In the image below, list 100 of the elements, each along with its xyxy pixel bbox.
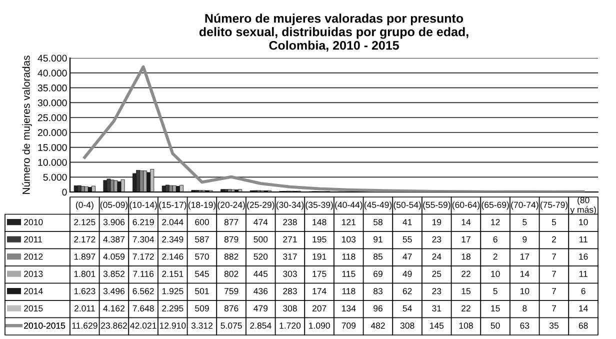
data-label: 3.906 [103, 219, 125, 226]
data-label: 308 [400, 322, 414, 329]
legend-label: 2011 [24, 236, 42, 242]
data-label: 10 [491, 270, 500, 277]
data-label: 91 [374, 236, 382, 242]
data-label: 1.801 [74, 270, 96, 277]
data-label: 191 [312, 254, 326, 260]
data-label: 5 [522, 219, 527, 226]
x-tick-label: (75-79) [540, 202, 568, 210]
data-label: 509 [195, 305, 209, 312]
data-label: 17 [462, 236, 470, 242]
data-label: 1.623 [74, 288, 96, 294]
data-label: 7 [552, 254, 556, 260]
data-label: 303 [283, 270, 297, 277]
data-label: 879 [224, 236, 238, 242]
data-label: 600 [195, 219, 209, 226]
x-tick-label: (40-44) [335, 202, 362, 210]
data-label: 2.349 [162, 236, 184, 242]
data-label: 1.897 [74, 254, 96, 260]
y-axis-title: Número de mujeres valoradas [22, 56, 32, 194]
data-label: 47 [402, 254, 412, 260]
data-label: 49 [402, 270, 412, 277]
x-tick-label: (50-54) [394, 202, 421, 210]
data-label: 11 [579, 270, 588, 277]
x-tick-label: (05-09) [100, 202, 128, 210]
data-label: 69 [374, 270, 382, 277]
data-label: 108 [459, 322, 473, 329]
data-label: 5.075 [220, 322, 242, 329]
data-label: 283 [283, 288, 297, 294]
chart-title: Número de mujeres valoradas por presunto delito sexual, distribuidas por grupo de edad, Colombia, 2010 - 2015 [199, 14, 468, 52]
data-label: 7 [552, 288, 556, 294]
x-tick-label: (25-29) [247, 202, 274, 210]
legend-label: 2013 [24, 270, 43, 277]
legend-label: 2010 [24, 219, 43, 226]
data-label: 8 [522, 305, 527, 312]
data-label: 545 [195, 270, 209, 277]
data-label: 175 [312, 270, 326, 277]
data-label: 207 [312, 305, 326, 312]
x-tick-label: (45-49) [364, 202, 392, 210]
data-label: 500 [254, 236, 268, 242]
legend-label: 2012 [24, 254, 43, 260]
data-label: 31 [432, 305, 442, 312]
legend-label: 2014 [24, 288, 43, 294]
data-label: 3.312 [191, 322, 213, 329]
data-label: 479 [254, 305, 268, 312]
data-label: 115 [342, 270, 356, 277]
legend-label: 2010-2015 [24, 322, 66, 329]
data-label: 55 [402, 236, 412, 242]
y-tick-label: 10.000 [38, 158, 67, 166]
data-label: 1.090 [309, 322, 330, 329]
data-label: 2 [552, 236, 556, 242]
y-tick-label: 20.000 [38, 129, 67, 136]
data-label: 22 [462, 270, 470, 277]
data-label: 14 [579, 305, 588, 312]
y-tick-label: 0 [62, 188, 67, 196]
data-label: 118 [342, 254, 356, 260]
data-label: 7.172 [132, 254, 154, 260]
data-label: 14 [520, 270, 530, 277]
data-label: 23.862 [101, 322, 127, 329]
data-label: 134 [342, 305, 356, 312]
data-label: 63 [520, 322, 530, 329]
data-label: 2.295 [162, 305, 184, 312]
data-label: 12.910 [160, 322, 186, 329]
data-label: 7.116 [133, 270, 154, 277]
data-label: 482 [370, 322, 385, 329]
data-label: 14 [462, 219, 471, 226]
data-label: 24 [432, 254, 442, 260]
data-label: 882 [224, 254, 238, 260]
x-tick-label: (0-4) [76, 202, 94, 210]
x-tick-label: (70-74) [511, 202, 538, 210]
data-label: 2.854 [250, 322, 272, 329]
data-label: 19 [432, 219, 442, 226]
data-label: 7 [552, 305, 556, 312]
data-label: 2.146 [162, 254, 184, 260]
data-label: 11.629 [72, 322, 98, 329]
data-label: 121 [342, 219, 356, 226]
data-label: 709 [342, 322, 356, 329]
x-tick-label: (55-59) [423, 202, 450, 210]
data-label: 1.720 [280, 322, 301, 329]
data-label: 23 [432, 236, 442, 242]
y-tick-label: 35.000 [38, 84, 67, 92]
data-label: 83 [374, 288, 382, 294]
data-label: 54 [402, 305, 412, 312]
data-label: 271 [283, 236, 297, 242]
data-label: 2.151 [162, 270, 184, 277]
x-tick-label: (30-34) [276, 202, 304, 210]
data-label: 10 [579, 219, 588, 226]
data-label: 501 [195, 288, 209, 294]
x-tick-label: (65-69) [482, 202, 509, 210]
data-label: 6.219 [132, 219, 154, 226]
data-label: 41 [402, 219, 412, 226]
y-tick-label: 40.000 [38, 70, 67, 77]
data-label: 10 [520, 288, 530, 294]
data-label: 58 [373, 219, 382, 226]
y-tick-label: 45.000 [38, 54, 67, 62]
data-label: 1.925 [162, 288, 184, 294]
x-tick-label: (15-17) [159, 202, 186, 210]
data-label: 5 [493, 288, 498, 294]
data-label: 2.011 [74, 305, 95, 312]
data-label: 445 [254, 270, 268, 277]
